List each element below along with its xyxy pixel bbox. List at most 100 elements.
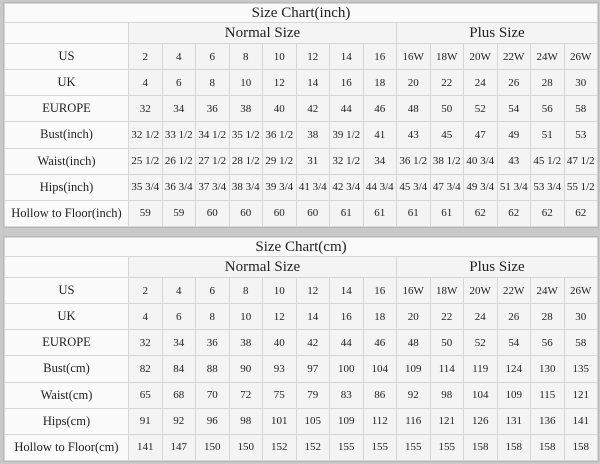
cell: 115 xyxy=(530,381,565,409)
cell: 41 3/4 xyxy=(295,173,330,201)
cell: 52 xyxy=(463,329,498,357)
cell: 50 xyxy=(429,329,464,357)
cell: 68 xyxy=(161,381,196,409)
cell: 155 xyxy=(329,433,364,462)
cell: 16 xyxy=(362,42,397,71)
cell: 16W xyxy=(396,42,431,71)
cell: 22W xyxy=(496,42,531,71)
cell: 51 3/4 xyxy=(496,173,531,201)
cell: 10 xyxy=(228,303,263,331)
cell: 70 xyxy=(195,381,230,409)
cell: 141 xyxy=(128,433,163,462)
cell: 62 xyxy=(463,199,498,228)
blank-cell xyxy=(4,256,129,278)
cell: 42 3/4 xyxy=(329,173,364,201)
cell: 26 xyxy=(496,303,531,331)
size-chart-inch: Size Chart(inch) Normal Size Plus Size US 2 4… xyxy=(3,2,599,228)
cell: 60 xyxy=(295,199,330,228)
cell: 40 xyxy=(262,95,297,123)
cell: 30 xyxy=(563,303,598,331)
cell: 54 xyxy=(496,329,531,357)
cell: 97 xyxy=(295,355,330,383)
cell: 150 xyxy=(228,433,263,462)
cell: 155 xyxy=(429,433,464,462)
cell: 90 xyxy=(228,355,263,383)
cell: 59 xyxy=(128,199,163,228)
cell: 100 xyxy=(329,355,364,383)
cell: 18W xyxy=(429,276,464,305)
cell: 26 xyxy=(496,69,531,97)
cell: 135 xyxy=(563,355,598,383)
cell: 104 xyxy=(362,355,397,383)
cell: 147 xyxy=(161,433,196,462)
cell: 72 xyxy=(228,381,263,409)
cell: 91 xyxy=(128,407,163,435)
row-label: US xyxy=(4,276,129,305)
table-row: EUROPE 32 34 36 38 40 42 44 46 48 50 52 54 56 58 xyxy=(4,329,598,357)
cell: 55 1/2 xyxy=(563,173,598,201)
cell: 34 1/2 xyxy=(195,121,230,149)
cell: 30 xyxy=(563,69,598,97)
cell: 82 xyxy=(128,355,163,383)
cell: 6 xyxy=(195,276,230,305)
cell: 43 xyxy=(496,147,531,175)
row-label: Waist(cm) xyxy=(4,381,129,409)
cell: 101 xyxy=(262,407,297,435)
row-label: EUROPE xyxy=(4,95,129,123)
cell: 32 xyxy=(128,95,163,123)
cell: 136 xyxy=(530,407,565,435)
cell: 131 xyxy=(496,407,531,435)
cell: 12 xyxy=(295,42,330,71)
cell: 119 xyxy=(463,355,498,383)
title-row: Size Chart(cm) xyxy=(4,237,598,257)
cell: 28 xyxy=(530,303,565,331)
cell: 116 xyxy=(396,407,431,435)
cell: 26W xyxy=(563,276,598,305)
cell: 38 xyxy=(228,329,263,357)
row-label: UK xyxy=(4,69,129,97)
cell: 22 xyxy=(429,303,464,331)
cell: 12 xyxy=(295,276,330,305)
cell: 25 1/2 xyxy=(128,147,163,175)
table-row: Bust(inch) 32 1/2 33 1/2 34 1/2 35 1/2 36 1/2… xyxy=(4,121,598,149)
cell: 59 xyxy=(161,199,196,228)
cell: 41 xyxy=(362,121,397,149)
cell: 36 1/2 xyxy=(262,121,297,149)
cell: 61 xyxy=(362,199,397,228)
cell: 83 xyxy=(329,381,364,409)
table-row: Hollow to Floor(cm) 141 147 150 150 152 152 155… xyxy=(4,433,598,462)
table-row: UK 4 6 8 10 12 14 16 18 20 22 24 26 28 30 xyxy=(4,69,598,97)
cell: 49 3/4 xyxy=(463,173,498,201)
cell: 56 xyxy=(530,95,565,123)
cell: 152 xyxy=(295,433,330,462)
cell: 24 xyxy=(463,69,498,97)
group-header-row: Normal Size Plus Size xyxy=(4,22,598,44)
cell: 6 xyxy=(195,42,230,71)
table-row: EUROPE 32 34 36 38 40 42 44 46 48 50 52 54 56 58 xyxy=(4,95,598,123)
cell: 18 xyxy=(362,69,397,97)
cell: 47 xyxy=(463,121,498,149)
cell: 48 xyxy=(396,95,431,123)
cell: 60 xyxy=(262,199,297,228)
group-normal-size: Normal Size xyxy=(128,256,397,278)
table-row: Hips(inch) 35 3/4 36 3/4 37 3/4 38 3/4 39 3/4… xyxy=(4,173,598,201)
cell: 38 1/2 xyxy=(429,147,464,175)
cell: 27 1/2 xyxy=(195,147,230,175)
cell: 12 xyxy=(262,69,297,97)
table-row: Bust(cm) 82 84 88 90 93 97 100 104 109 114 119 124 13… xyxy=(4,355,598,383)
cell: 62 xyxy=(563,199,598,228)
cell: 53 xyxy=(563,121,598,149)
cell: 109 xyxy=(329,407,364,435)
cell: 158 xyxy=(496,433,531,462)
cell: 14 xyxy=(295,69,330,97)
size-table: Size Chart(inch) Normal Size Plus Size US 2 4… xyxy=(4,3,598,228)
cell: 61 xyxy=(429,199,464,228)
cell: 46 xyxy=(362,95,397,123)
cell: 29 1/2 xyxy=(262,147,297,175)
cell: 16 xyxy=(329,69,364,97)
cell: 38 xyxy=(228,95,263,123)
cell: 20W xyxy=(463,42,498,71)
cell: 28 1/2 xyxy=(228,147,263,175)
cell: 75 xyxy=(262,381,297,409)
cell: 26 1/2 xyxy=(161,147,196,175)
